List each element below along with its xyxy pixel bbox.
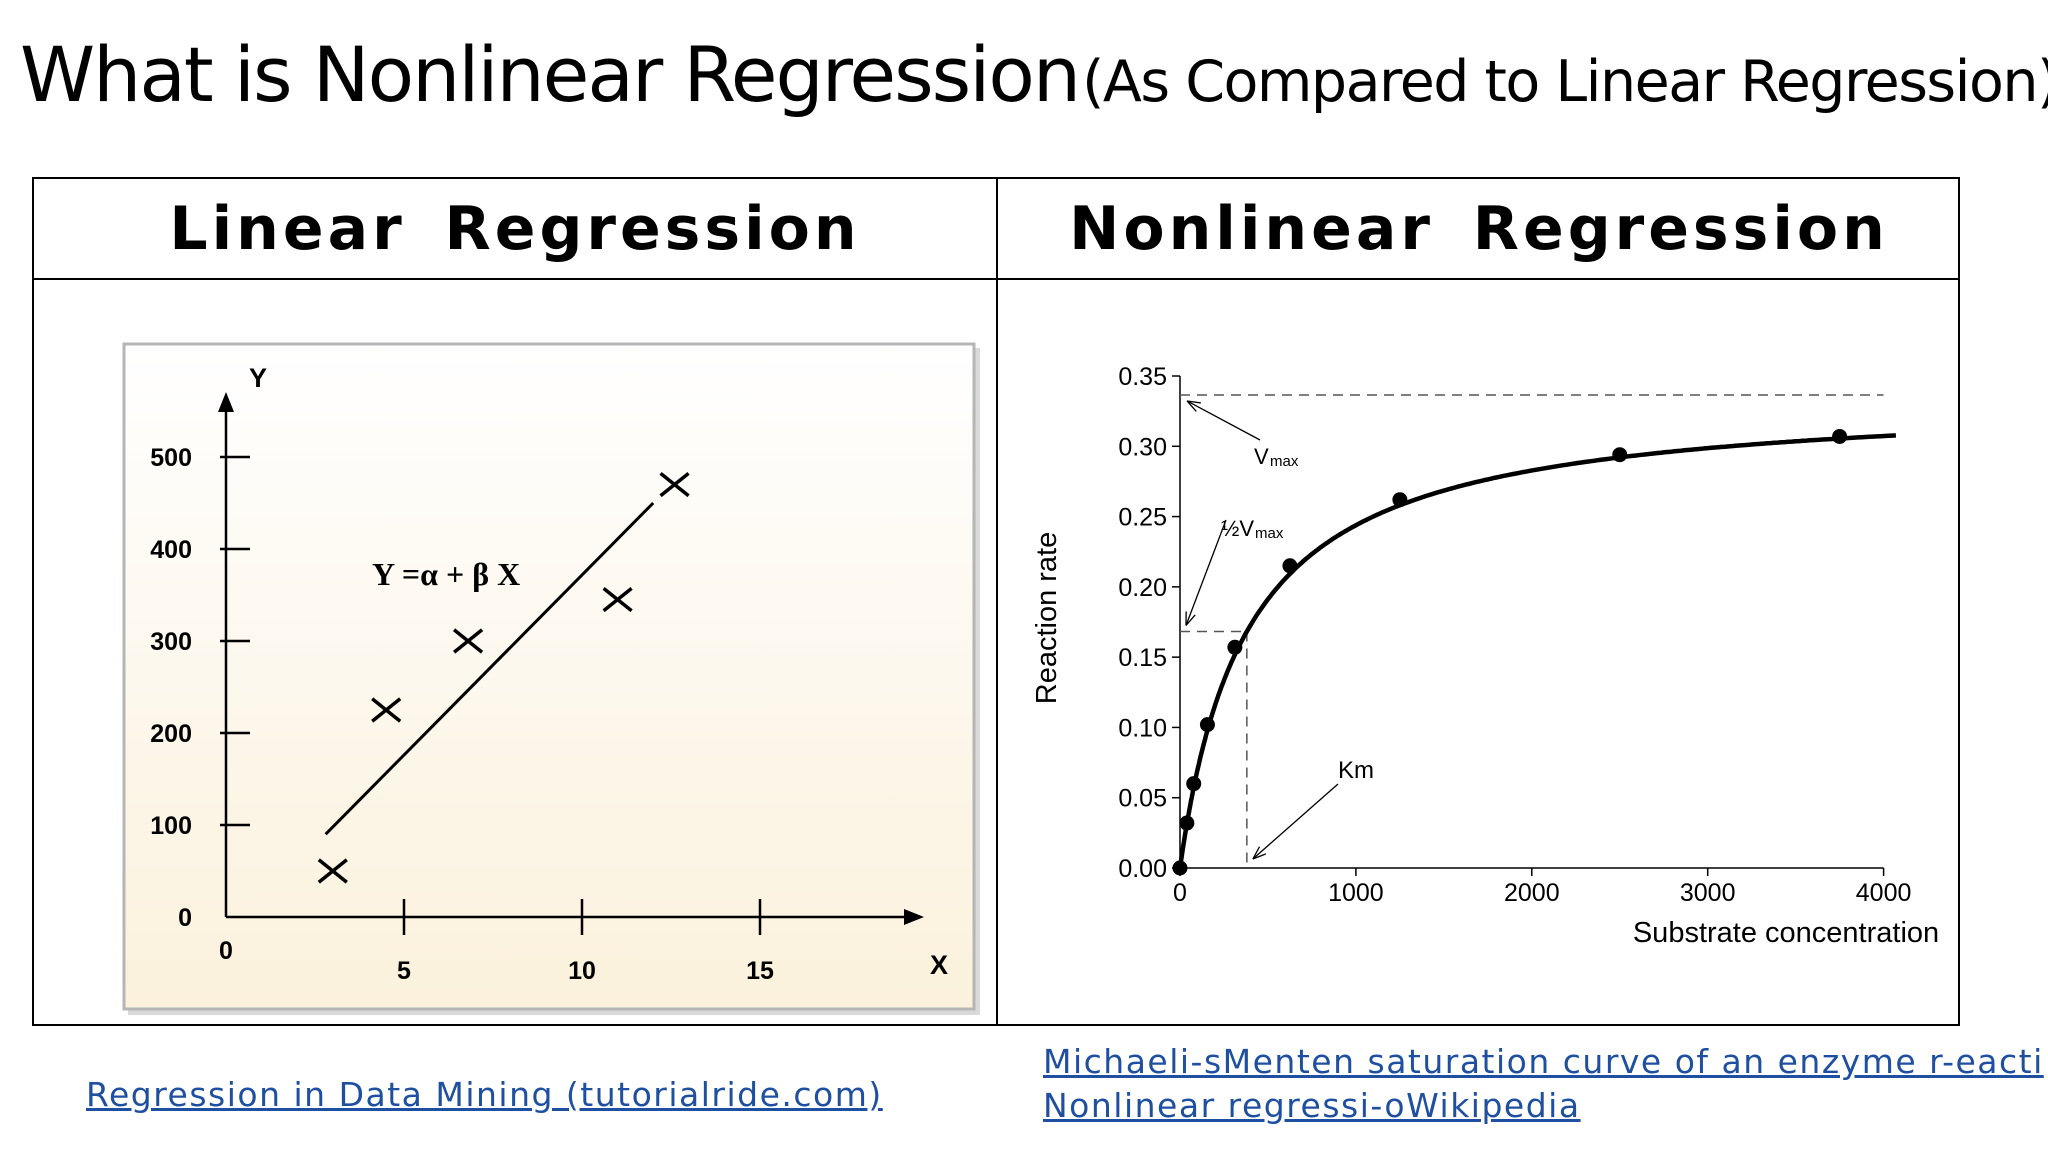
nonlinear-y-tick-label: 0.25	[1118, 504, 1167, 532]
nonlinear-y-axis-label: Reaction rate	[1031, 532, 1063, 705]
nonlinear-y-tick-label: 0.10	[1118, 714, 1167, 742]
vmax-label-sub: max	[1270, 453, 1299, 470]
header-nonlinear-regression: Nonlinear Regression	[1069, 193, 1889, 264]
link-michaelis-menten[interactable]: Michaeli-sMenten saturation curve of an …	[1043, 1042, 2044, 1081]
linear-y-tick-label: 200	[150, 720, 192, 748]
slide-title-main: What is Nonlinear Regression	[20, 30, 1081, 119]
linear-y-axis-label: Y	[249, 363, 267, 393]
nonlinear-y-tick-label: 0.35	[1118, 363, 1167, 391]
vmax-arrow	[1186, 400, 1261, 441]
linear-y-tick-label: 500	[150, 444, 192, 472]
linear-y-axis-arrow	[218, 392, 234, 412]
vmax-arrow-head	[1186, 400, 1201, 412]
nonlinear-x-axis-label: Substrate concentration	[1633, 917, 1939, 949]
linear-y-tick-label: 0	[178, 904, 192, 932]
nonlinear-guide-lines	[1180, 394, 1884, 868]
linear-data-point	[317, 858, 348, 884]
linear-data-point	[452, 628, 484, 654]
nonlinear-data-point	[1392, 492, 1408, 508]
linear-x-tick-label: 0	[219, 937, 233, 965]
linear-x-axis-arrow	[904, 909, 924, 925]
linear-points	[317, 472, 690, 884]
half-vmax-arrow	[1185, 519, 1227, 626]
linear-x-axis-label: X	[930, 950, 948, 980]
nonlinear-data-point	[1832, 428, 1848, 444]
nonlinear-points	[1172, 428, 1848, 876]
nonlinear-x-tick-label: 2000	[1504, 879, 1560, 907]
half-vmax-label-v: ½V	[1221, 516, 1254, 541]
linear-data-point	[602, 587, 633, 613]
linear-x-tick-label: 15	[746, 957, 774, 985]
linear-y-tick-label: 100	[150, 812, 192, 840]
slide-title-sub: (As Compared to Linear Regression)	[1082, 49, 2048, 115]
nonlinear-axes	[1179, 376, 1884, 869]
nonlinear-ticks: 0.00 0.05 0.10 0.15 0.20 0.25 0.30 0.35 0 1000 200…	[1118, 363, 1911, 907]
michaelis-menten-chart-panel: 0.00 0.05 0.10 0.15 0.20 0.25 0.30 0.35 0 1000 200…	[1008, 330, 1948, 980]
link-tutorialride[interactable]: Regression in Data Mining (tutorialride.…	[86, 1075, 883, 1114]
vmax-label-v: V	[1254, 444, 1269, 469]
header-linear-regression: Linear Regression	[169, 193, 861, 264]
linear-x-tick-label: 5	[397, 957, 411, 985]
nonlinear-y-tick-label: 0.30	[1118, 433, 1167, 461]
nonlinear-data-point	[1282, 558, 1298, 574]
km-label: Km	[1338, 757, 1374, 784]
km-arrow	[1252, 783, 1339, 860]
nonlinear-data-point	[1172, 860, 1188, 876]
nonlinear-y-tick-label: 0.00	[1118, 855, 1167, 883]
comparison-table: Linear Regression Nonlinear Regression	[32, 177, 1960, 1026]
nonlinear-data-point	[1227, 639, 1243, 655]
linear-panel-background	[122, 342, 976, 1011]
nonlinear-x-tick-label: 3000	[1680, 879, 1736, 907]
linear-axes	[218, 392, 924, 925]
nonlinear-data-point	[1186, 776, 1202, 792]
nonlinear-x-tick-label: 4000	[1856, 879, 1912, 907]
half-vmax-label-sub: max	[1255, 525, 1284, 542]
linear-fit-line	[324, 501, 655, 836]
linear-y-tick-label: 300	[150, 628, 192, 656]
nonlinear-x-tick-label: 1000	[1328, 879, 1384, 907]
nonlinear-y-tick-label: 0.05	[1118, 785, 1167, 813]
link-nonlinear-regression-wikipedia[interactable]: Nonlinear regressi-oWikipedia	[1043, 1086, 1581, 1125]
nonlinear-data-point	[1612, 447, 1628, 463]
table-column-divider	[996, 179, 998, 1024]
table-row-divider	[34, 278, 1958, 280]
nonlinear-y-tick-label: 0.20	[1118, 574, 1167, 602]
michaelis-menten-chart: 0.00 0.05 0.10 0.15 0.20 0.25 0.30 0.35 0 1000 200…	[1031, 363, 1939, 949]
slide-title: What is Nonlinear Regression (As Compare…	[20, 30, 2048, 119]
nonlinear-x-tick-label: 0	[1173, 879, 1187, 907]
half-vmax-arrow-head	[1185, 611, 1196, 626]
linear-data-point	[371, 697, 402, 723]
km-arrow-head	[1252, 846, 1267, 860]
linear-ticks: 0 5 10 15 0 100 200 300 400 500	[150, 444, 774, 985]
linear-data-point	[659, 472, 690, 498]
nonlinear-data-point	[1179, 815, 1195, 831]
linear-equation-label: Y =α + β X	[372, 556, 520, 592]
linear-regression-chart: 0 5 10 15 0 100 200 300 400 500 Y X Y =α + β X	[122, 342, 980, 1015]
michaelis-menten-curve	[1177, 433, 1897, 869]
linear-y-tick-label: 400	[150, 536, 192, 564]
linear-regression-chart-panel: 0 5 10 15 0 100 200 300 400 500 Y X Y =α + β X	[92, 242, 982, 1017]
linear-x-tick-label: 10	[568, 957, 596, 985]
nonlinear-data-point	[1199, 717, 1215, 733]
nonlinear-y-tick-label: 0.15	[1118, 644, 1167, 672]
